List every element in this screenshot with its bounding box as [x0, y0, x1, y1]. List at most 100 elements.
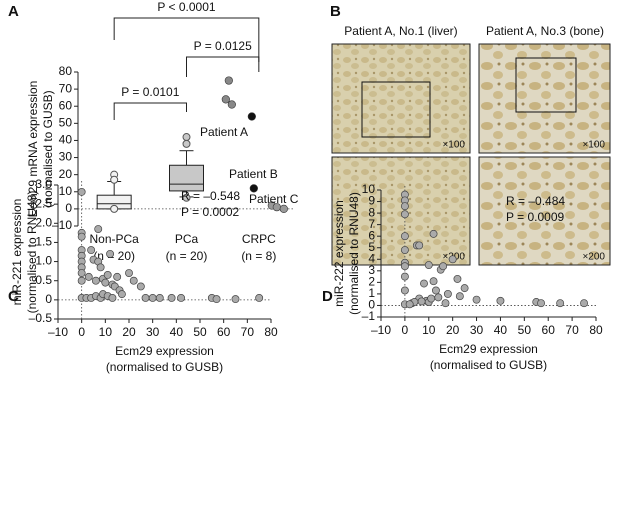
point [400, 232, 409, 241]
magnification: ×100 [442, 140, 465, 151]
annotation: P = 0.0009 [506, 210, 564, 224]
x-tick-label: 40 [170, 325, 184, 339]
y-tick-label: –0.5 [29, 311, 53, 325]
micrograph [478, 43, 611, 154]
point [556, 299, 565, 308]
x-tick-sublabel: (n = 8) [241, 249, 276, 263]
y-axis-label: miR-221 expression [10, 199, 24, 306]
x-tick-label: 80 [264, 325, 278, 339]
x-tick-label: PCa [175, 232, 199, 246]
micrograph-title: Patient A, No.1 (liver) [344, 24, 457, 38]
point [405, 300, 414, 309]
zoom-box [515, 57, 577, 113]
x-tick-label: 30 [470, 323, 484, 337]
y-tick-label: 10 [362, 182, 376, 196]
y-tick-label: 30 [59, 150, 73, 164]
x-axis-label: Ecm29 expression [439, 342, 538, 356]
point [247, 112, 256, 121]
y-tick-label: 6 [368, 228, 375, 242]
y-tick-label: 1.0 [35, 254, 52, 268]
panel-label: B [330, 3, 341, 20]
point [129, 276, 138, 285]
point [108, 293, 117, 302]
point [429, 229, 438, 238]
point [227, 100, 236, 109]
point [177, 293, 186, 302]
y-tick-label: 20 [59, 167, 73, 181]
x-axis-label: Ecm29 expression [115, 344, 214, 358]
point [417, 297, 426, 306]
point [400, 272, 409, 281]
y-axis-label: (normalised to GUSB) [41, 90, 55, 207]
x-tick-label: 30 [146, 325, 160, 339]
comparison-label: P = 0.0101 [121, 85, 179, 99]
point [103, 271, 112, 279]
x-tick-label: 10 [99, 325, 113, 339]
y-tick-label: 0.5 [35, 273, 52, 287]
point [91, 276, 100, 285]
box [169, 164, 204, 192]
point [255, 293, 264, 302]
point [155, 293, 164, 302]
x-tick-label: 70 [241, 325, 255, 339]
x-tick-label: –10 [48, 325, 68, 339]
point [400, 262, 409, 271]
magnification: ×100 [582, 140, 605, 151]
comparison-label: P = 0.0125 [194, 39, 252, 53]
point [125, 269, 133, 278]
point [221, 95, 230, 104]
point [434, 293, 443, 302]
point [415, 241, 424, 250]
point [453, 274, 462, 283]
outlier [182, 139, 191, 148]
point [84, 272, 93, 281]
micrograph [331, 156, 471, 266]
y-tick-label: 1 [368, 286, 375, 300]
point [77, 187, 86, 196]
y-tick-label: 50 [59, 116, 73, 130]
point [580, 299, 589, 308]
y-tick-label: 3.0 [35, 177, 52, 191]
point [441, 299, 450, 308]
annotation: P = 0.0002 [181, 205, 239, 219]
bracket [186, 56, 260, 77]
y-tick-label: 0 [45, 292, 52, 306]
outlier [110, 175, 119, 184]
bracket [113, 17, 260, 62]
micrograph-title: Patient A, No.3 (bone) [486, 24, 604, 38]
bracket [113, 102, 187, 120]
y-tick-label: 2.0 [35, 215, 52, 229]
x-tick-label: 70 [565, 323, 579, 337]
micrograph [478, 156, 611, 266]
point [77, 269, 86, 278]
x-tick-label: 20 [122, 325, 136, 339]
point [279, 204, 288, 213]
y-tick-label: 0 [65, 201, 72, 215]
point [167, 293, 176, 302]
point [141, 293, 150, 302]
point [537, 299, 546, 308]
y-tick-label: 2 [368, 275, 375, 289]
x-tick-label: 60 [217, 325, 231, 339]
x-tick-sublabel: (n = 20) [93, 249, 135, 263]
outlier [110, 204, 119, 213]
x-tick-label: 50 [518, 323, 532, 337]
point [400, 202, 409, 211]
point [96, 263, 105, 272]
point [460, 284, 469, 293]
y-tick-label: 4 [368, 251, 375, 265]
point [455, 292, 464, 301]
panel-label: D [322, 288, 333, 305]
y-tick-label: –1 [362, 309, 376, 323]
outlier [182, 133, 191, 142]
y-axis-label: Ecm29 mRNA expression [26, 81, 40, 218]
point [439, 262, 448, 271]
magnification: ×200 [582, 252, 605, 263]
point [427, 294, 436, 303]
zoom-box [361, 81, 431, 138]
y-tick-label: 70 [59, 81, 73, 95]
x-tick-label: 60 [542, 323, 556, 337]
point [420, 279, 428, 288]
point [429, 277, 438, 286]
